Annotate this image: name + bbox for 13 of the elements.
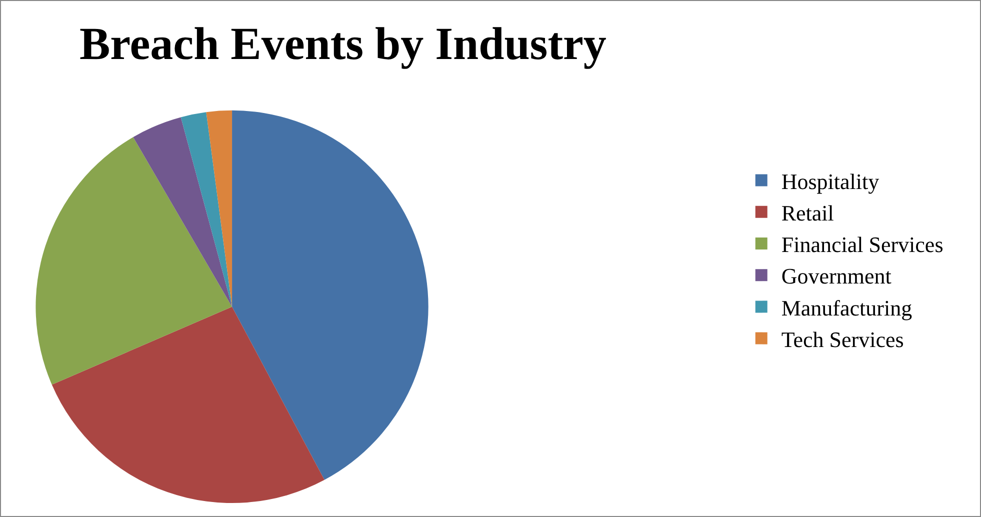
pie-slice (133, 117, 232, 307)
pie-slice (52, 306, 324, 503)
pie-slice (180, 112, 232, 307)
legend-label: Retail (781, 200, 834, 226)
pie-slice (232, 110, 428, 480)
legend-label: Government (781, 264, 892, 289)
pie-slice (206, 110, 232, 307)
legend-label: Hospitality (781, 168, 880, 194)
pie-slice (36, 137, 232, 385)
legend-label: Financial Services (781, 232, 944, 258)
legend-label: Tech Services (781, 326, 904, 352)
legend-label: Manufacturing (781, 295, 912, 320)
chart-title: Breach Events by Industry (79, 18, 606, 70)
